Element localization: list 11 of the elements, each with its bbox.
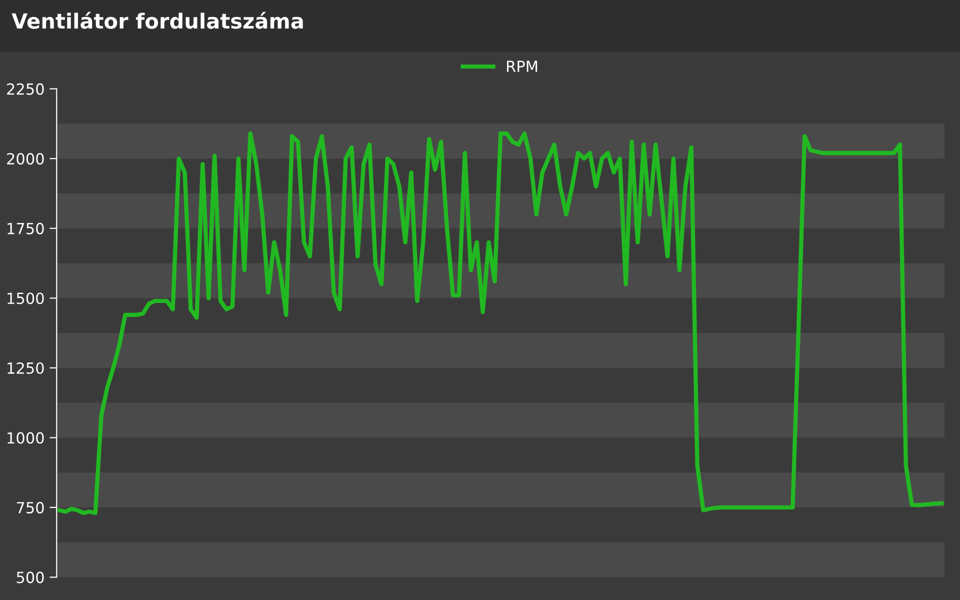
y-tick-label: 1750 (8, 222, 44, 234)
y-tick-label: 500 (16, 572, 44, 584)
y-tick-label: 2000 (7, 153, 44, 165)
line-series (58, 131, 944, 516)
legend-label: RPM (507, 60, 538, 72)
chart-title: Ventilátor fordulatszáma (12, 12, 303, 29)
y-tick-label: 750 (16, 502, 44, 514)
y-tick-label: 1500 (8, 292, 44, 304)
y-tick-label: 1000 (8, 432, 44, 444)
y-tick-label: 1250 (8, 362, 44, 374)
y-tick-label: 2250 (7, 83, 44, 95)
